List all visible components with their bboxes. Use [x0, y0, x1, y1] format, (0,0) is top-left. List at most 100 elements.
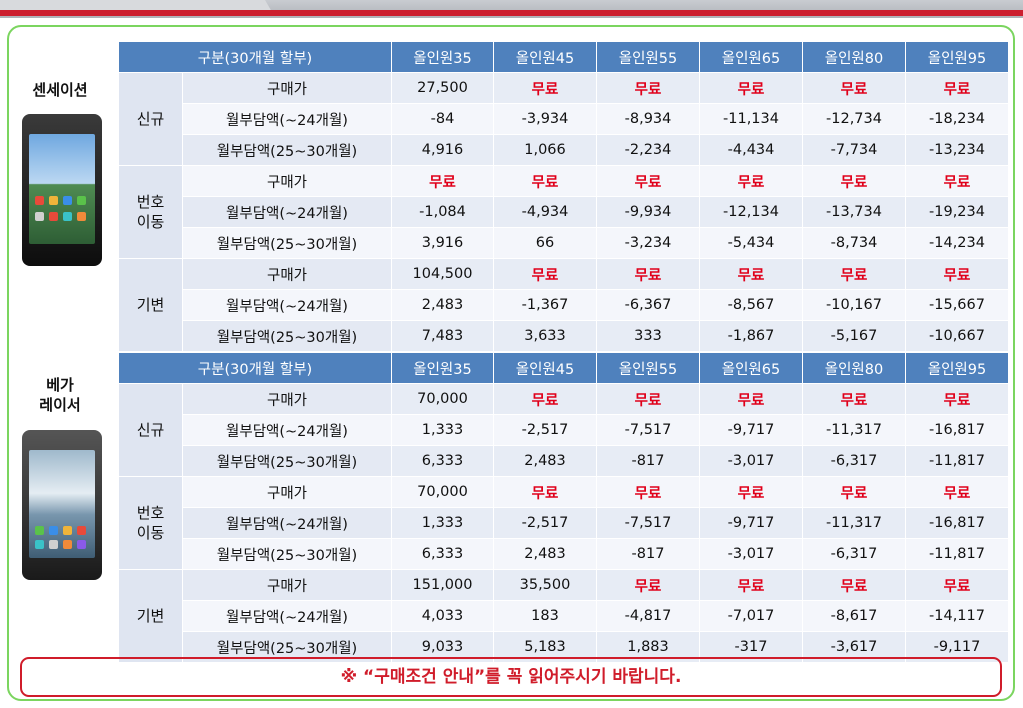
row-group-label: 신규 [118, 72, 183, 166]
price-cell: 2,483 [493, 445, 597, 477]
row-label: 구매가 [182, 569, 392, 601]
price-cell: -5,434 [699, 227, 803, 259]
price-cell: -7,734 [802, 134, 906, 166]
price-cell: -84 [391, 103, 494, 135]
price-cell: 2,483 [493, 538, 597, 570]
purchase-notice: ※ “구매조건 안내”를 꼭 읽어주시기 바랍니다. [20, 657, 1002, 697]
row-group-label: 신규 [118, 383, 183, 477]
row-label: 월부담액(~24개월) [182, 103, 392, 135]
price-cell: 무료 [802, 476, 906, 508]
header-plan: 올인원35 [391, 41, 494, 73]
price-cell: -7,517 [596, 507, 700, 539]
price-cell: -7,017 [699, 600, 803, 632]
phone-name-vega-racer: 베가 레이서 [39, 376, 81, 414]
price-cell: -10,167 [802, 289, 906, 321]
price-cell: 무료 [905, 165, 1009, 197]
price-cell: 무료 [493, 165, 597, 197]
price-cell: -2,517 [493, 507, 597, 539]
header-plan: 올인원35 [391, 352, 494, 384]
table-row: 신규 구매가 27,500 무료 무료 무료 무료 무료 [118, 72, 1009, 166]
price-cell: 7,483 [391, 320, 494, 352]
table-row: 기변 구매가 104,500 무료 무료 무료 무료 무료 [118, 258, 1009, 352]
price-cell: 무료 [391, 165, 494, 197]
table-row: 월부담액(25~30개월) 3,916 66 -3,234 -5,434 -8,734 -1… [119, 227, 1009, 259]
price-cell: -11,317 [802, 414, 906, 446]
price-cell: -8,734 [802, 227, 906, 259]
top-bar-accent [0, 10, 1023, 16]
price-cell: 무료 [493, 383, 597, 415]
header-plan: 올인원45 [493, 41, 597, 73]
header-category: 구분(30개월 할부) [118, 352, 392, 384]
price-cell: -4,934 [493, 196, 597, 228]
header-plan: 올인원80 [802, 41, 906, 73]
price-cell: 무료 [596, 476, 700, 508]
price-cell: 183 [493, 600, 597, 632]
price-cell: 무료 [802, 383, 906, 415]
phone-screen [29, 134, 95, 244]
row-group-label: 기변 [118, 258, 183, 352]
table-row: 번호 이동 구매가 무료 무료 무료 무료 무료 무료 [118, 165, 1009, 259]
price-cell: 무료 [905, 476, 1009, 508]
price-cell: -1,084 [391, 196, 494, 228]
price-cell: 무료 [905, 383, 1009, 415]
phone-image-vega-racer [22, 430, 102, 580]
price-cell: 104,500 [391, 258, 494, 290]
header-plan: 올인원45 [493, 352, 597, 384]
price-cell: -4,434 [699, 134, 803, 166]
price-cell: -8,567 [699, 289, 803, 321]
table-row: 월부담액(~24개월) 2,483 -1,367 -6,367 -8,567 -10,16… [119, 289, 1009, 321]
table-row: 월부담액(25~30개월) 6,333 2,483 -817 -3,017 -6,317-… [119, 445, 1009, 477]
price-cell: -2,517 [493, 414, 597, 446]
price-cell: 무료 [905, 569, 1009, 601]
price-cell: -12,134 [699, 196, 803, 228]
price-cell: 70,000 [391, 383, 494, 415]
price-cell: 무료 [699, 476, 803, 508]
price-table-sensation: 구분(30개월 할부) 올인원35 올인원45 올인원55 올인원65 올인원80 올인원9… [118, 41, 1009, 352]
row-label: 월부담액(~24개월) [182, 196, 392, 228]
price-cell: 6,333 [391, 445, 494, 477]
price-cell: -11,817 [905, 538, 1009, 570]
top-bar-tab [0, 0, 272, 12]
row-label: 구매가 [182, 258, 392, 290]
table-row: 월부담액(~24개월) 1,333 -2,517 -7,517 -9,717 -11,31… [119, 414, 1009, 446]
price-cell: 무료 [905, 258, 1009, 290]
price-cell: 무료 [493, 476, 597, 508]
price-cell: 6,333 [391, 538, 494, 570]
price-cell: -817 [596, 538, 700, 570]
price-cell: -11,134 [699, 103, 803, 135]
price-cell: -3,017 [699, 445, 803, 477]
price-cell: 333 [596, 320, 700, 352]
price-cell: -10,667 [905, 320, 1009, 352]
price-cell: -2,234 [596, 134, 700, 166]
price-cell: 151,000 [391, 569, 494, 601]
header-plan: 올인원80 [802, 352, 906, 384]
price-cell: 무료 [596, 569, 700, 601]
header-plan: 올인원55 [596, 41, 700, 73]
price-cell: 3,633 [493, 320, 597, 352]
price-cell: 무료 [802, 165, 906, 197]
table-header-row: 구분(30개월 할부) 올인원35 올인원45 올인원55 올인원65 올인원80 올인원9… [118, 41, 1009, 73]
table-row: 번호 이동 구매가 70,000 무료 무료 무료 무료 무료 [118, 476, 1009, 570]
price-cell: 무료 [699, 165, 803, 197]
price-cell: -9,717 [699, 414, 803, 446]
phone-screen [29, 450, 95, 558]
table-row: 월부담액(25~30개월) 7,483 3,633 333 -1,867 -5,167 -1… [119, 320, 1009, 352]
row-label: 구매가 [182, 383, 392, 415]
price-cell: -1,867 [699, 320, 803, 352]
price-cell: -6,317 [802, 445, 906, 477]
price-cell: -19,234 [905, 196, 1009, 228]
price-cell: 3,916 [391, 227, 494, 259]
price-cell: -3,934 [493, 103, 597, 135]
price-cell: 무료 [699, 258, 803, 290]
price-cell: -817 [596, 445, 700, 477]
header-plan: 올인원95 [905, 41, 1009, 73]
purchase-notice-text: ※ “구매조건 안내”를 꼭 읽어주시기 바랍니다. [340, 667, 682, 687]
price-cell: -5,167 [802, 320, 906, 352]
price-cell: 무료 [699, 72, 803, 104]
price-cell: 무료 [802, 569, 906, 601]
price-cell: -13,734 [802, 196, 906, 228]
top-bar [0, 0, 1023, 18]
price-cell: -4,817 [596, 600, 700, 632]
table-row: 월부담액(~24개월) -1,084 -4,934 -9,934 -12,134 -13,… [119, 196, 1009, 228]
header-plan: 올인원65 [699, 41, 803, 73]
